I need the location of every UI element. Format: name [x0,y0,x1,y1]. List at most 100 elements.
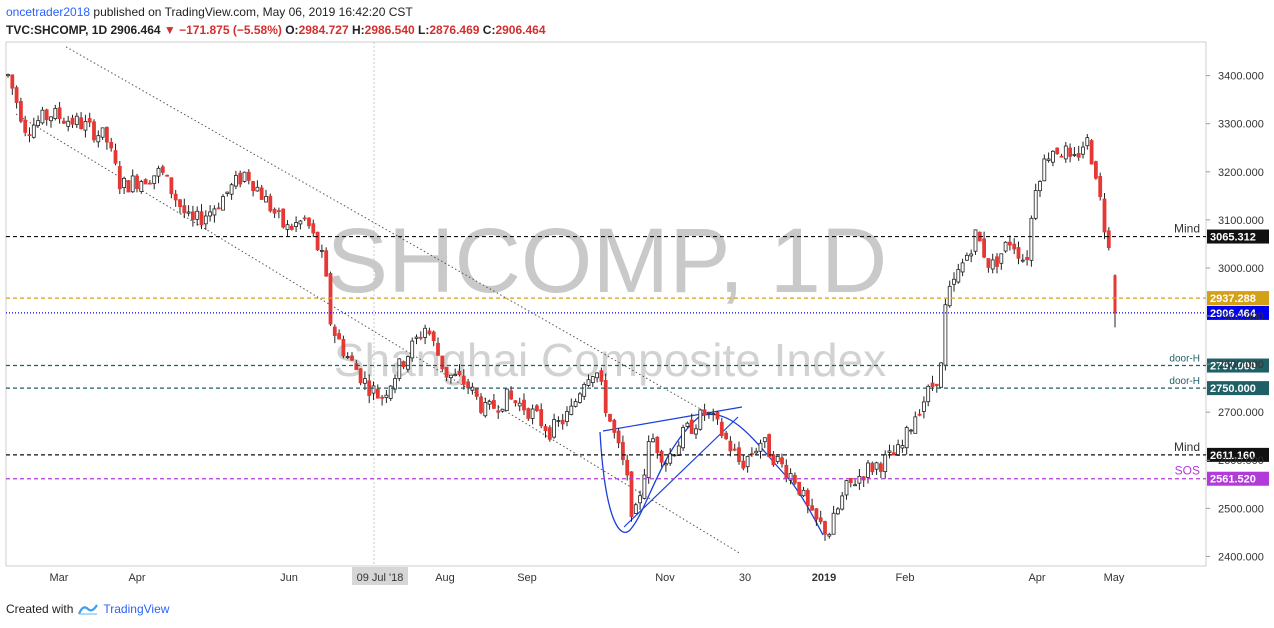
candle-body [436,342,440,356]
candle-body [307,217,311,227]
candle-body [922,401,926,412]
candle-body [113,150,118,164]
watermark-title: SHCOMP, 1D [327,210,888,312]
candle-body [457,370,462,376]
last-price: 2906.464 [110,23,161,37]
candle-body [74,115,79,126]
level-tag: door-H [1169,376,1200,387]
cup-curve-drawing[interactable] [599,413,824,536]
candle-body [212,208,217,216]
candle-body [608,413,612,422]
candle-body [479,396,483,413]
author-link[interactable]: oncetrader2018 [6,5,91,19]
candle-body [358,368,363,384]
candle-body [1106,230,1111,249]
candle-body [79,117,83,129]
x-crosshair-label-bg [352,567,408,585]
candle-body [147,182,152,185]
candle-body [315,231,320,251]
time-axis[interactable]: Mar Apr Jun 09 Jul '18 Aug Sep Nov 30 2019 Feb Apr… [50,567,1125,585]
candle-body [294,222,299,227]
candle-body [483,402,488,417]
candle-body [1098,176,1103,197]
candles [6,73,1117,541]
symbol-label[interactable]: TVC:SHCOMP, 1D [6,23,108,37]
candle-body [530,408,535,419]
candle-body [341,338,346,357]
candle-body [582,383,587,397]
candle-body [23,119,28,133]
candle-body [259,187,264,200]
candle-body [565,411,569,423]
candle-body [741,460,746,469]
candle-body [595,372,599,379]
candle-body [251,181,256,192]
trendline-upper-downtrend[interactable] [65,46,707,413]
candle-body [1102,198,1107,233]
candle-body [535,405,539,412]
price-axis[interactable]: 3400.000 3300.000 3200.000 3100.000 3000.000… [1206,71,1264,564]
candle-body [724,432,728,440]
candle-body [27,134,32,137]
candle-body [689,419,694,434]
candle-body [823,521,827,535]
candle-body [1076,153,1081,158]
candle-body [444,366,449,378]
candle-body [797,481,802,495]
candle-body [1042,158,1047,182]
candle-body [909,429,913,432]
wedge-upper-line[interactable] [602,406,743,432]
candle-body [49,116,53,122]
candle-body [474,387,479,397]
candle-body [401,361,406,367]
candle-body [182,205,187,214]
candle-body [165,174,170,177]
candle-body [285,224,290,230]
candle-body [513,400,518,404]
tradingview-brand[interactable]: TradingView [103,602,170,616]
candle-body [831,512,836,535]
candle-body [156,167,161,177]
candle-body [853,484,857,487]
price-label: 2750.000 [1210,383,1256,395]
candle-body [616,430,621,444]
horizontal-levels: Mind 3065.312 2937.288 2906.464 door-H 2797.0… [6,222,1269,486]
candle-body [939,362,943,388]
candle-body [169,177,174,195]
candle-body [1020,259,1025,262]
candle-body [668,453,673,464]
candle-body [216,207,221,210]
x-tick-label: Mar [50,572,69,584]
pattern-drawings [599,406,824,536]
price-change: −171.875 (−5.58%) [179,23,282,37]
candle-body [1063,145,1068,160]
candle-body [298,220,303,225]
candle-body [388,385,393,399]
candle-body [289,225,294,230]
price-label: 3065.312 [1210,232,1256,244]
candle-body [664,463,668,466]
candle-body [14,87,19,103]
candle-body [702,409,707,416]
price-label-bg [1207,229,1269,244]
price-chart[interactable]: SHCOMP, 1D Shanghai Composite Index Mind… [0,0,1274,600]
candle-body [603,380,608,414]
candle-body [319,249,324,252]
candle-body [268,195,273,212]
high-label: H: [351,23,365,37]
candle-body [199,211,204,226]
created-with-text: Created with [6,602,74,616]
candle-body [707,411,711,414]
wedge-lower-line[interactable] [623,416,739,528]
x-tick-label: Apr [128,572,145,584]
candle-body [1016,247,1021,259]
candle-body [982,238,986,258]
candle-body [719,421,724,436]
candle-body [560,419,565,425]
candle-body [393,378,397,390]
x-tick-label: Sep [517,572,537,584]
x-tick-label: Apr [1028,572,1045,584]
candle-body [539,409,544,427]
candle-body [10,74,15,89]
candle-body [913,416,918,434]
